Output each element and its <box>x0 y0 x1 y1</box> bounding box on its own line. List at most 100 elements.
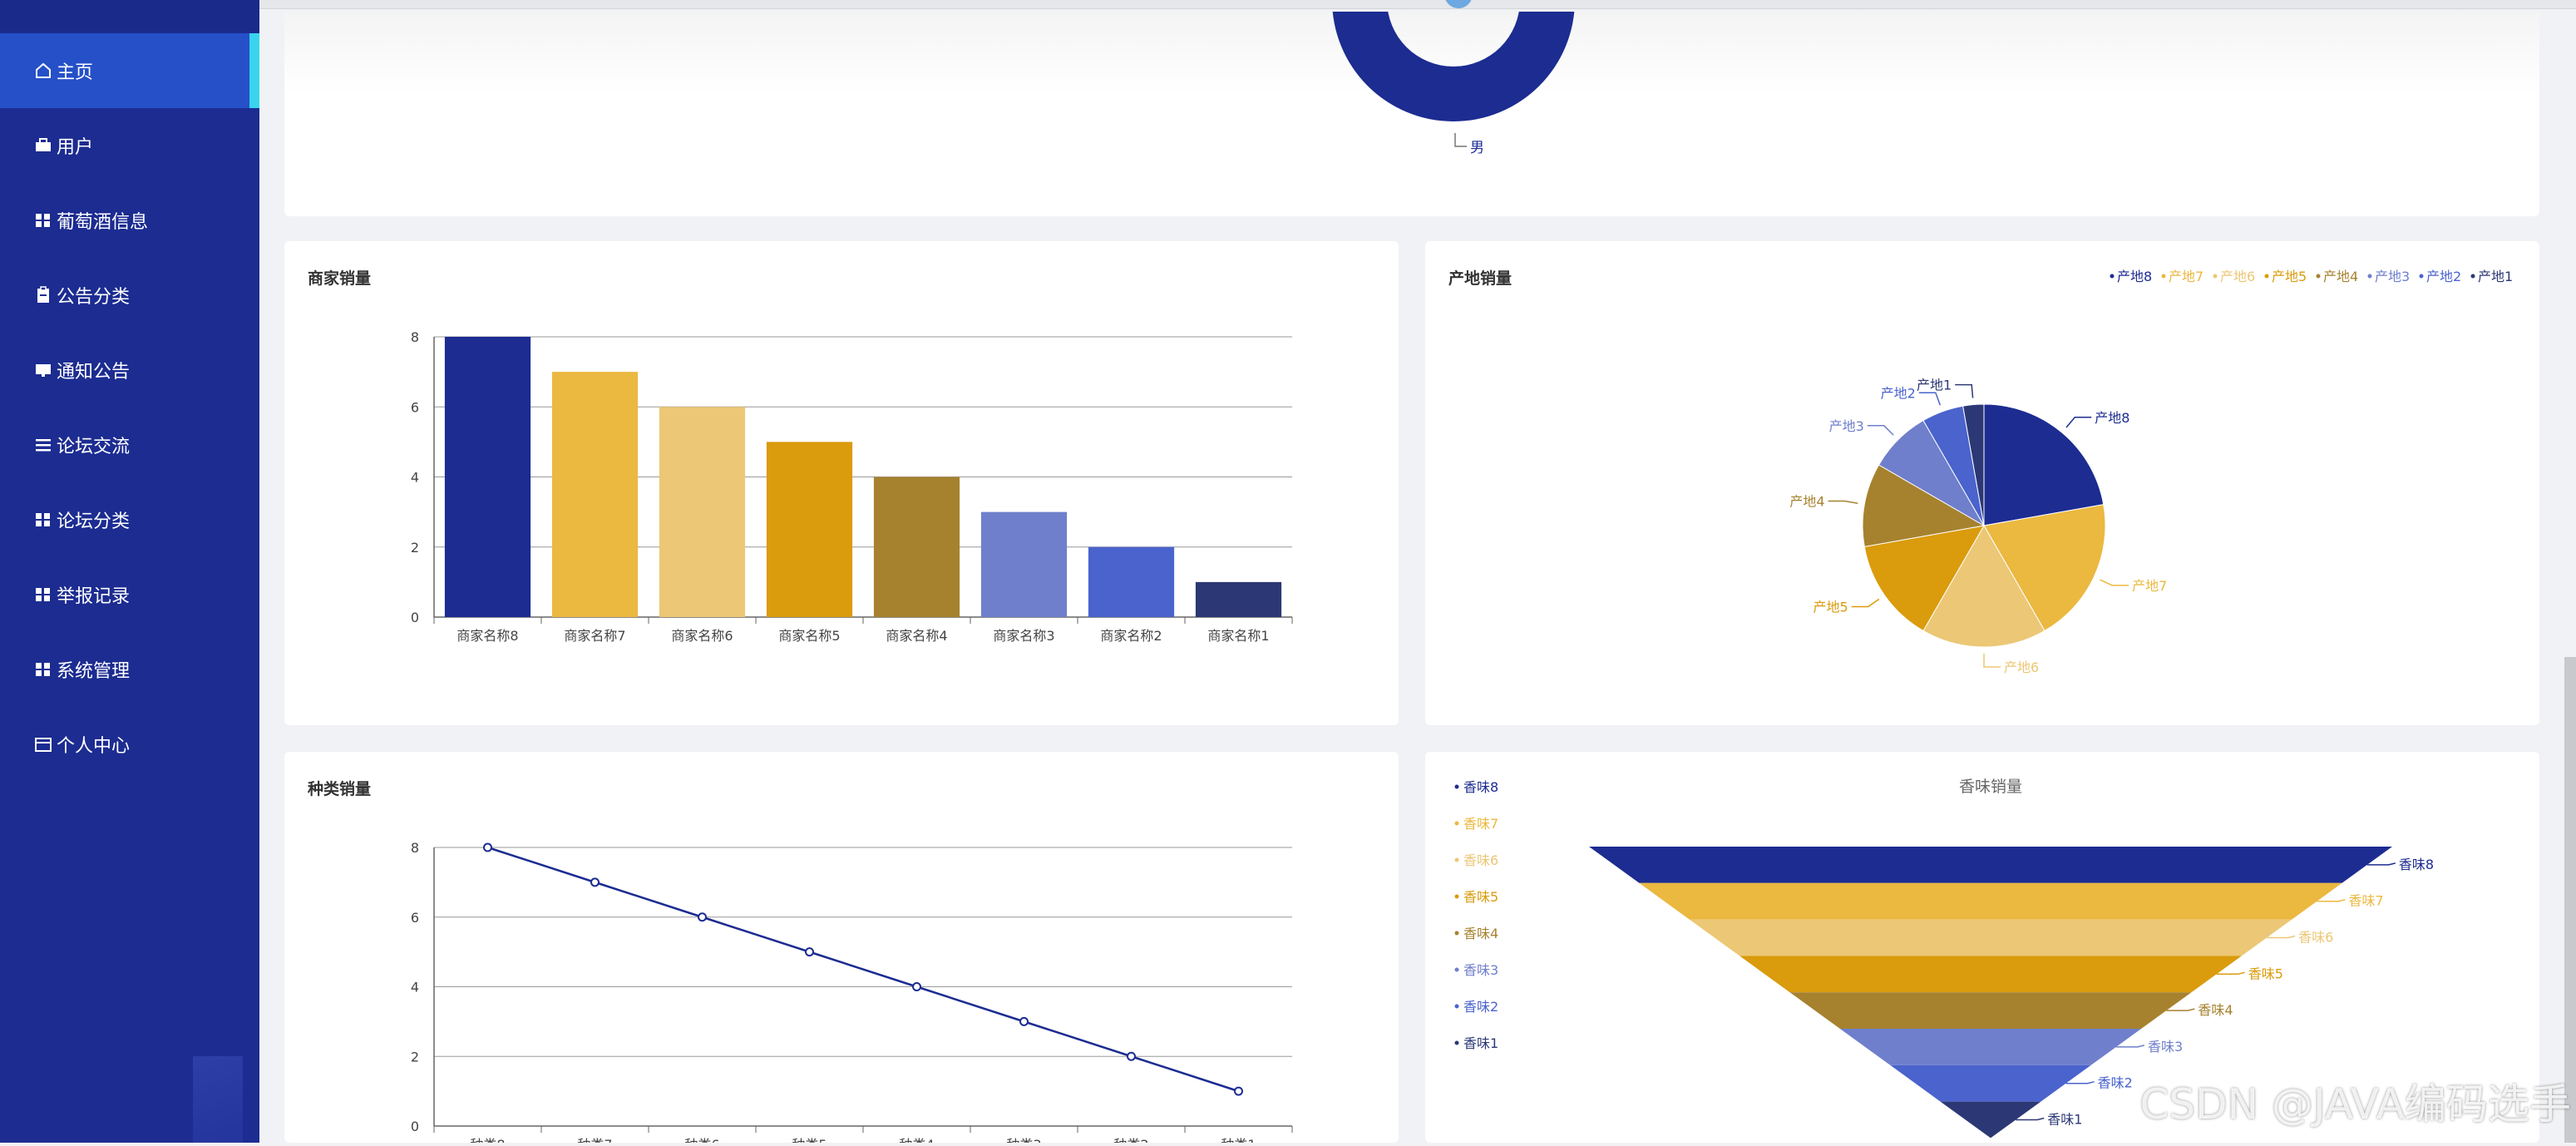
watermark: CSDN @JAVA编码选手 <box>2139 1080 2571 1129</box>
monitor-icon <box>33 360 53 380</box>
donut-slice-male <box>1332 0 1575 121</box>
sidebar-item-home[interactable]: 主页 <box>0 33 259 108</box>
legend-marker <box>2367 274 2372 279</box>
funnel-label: 香味1 <box>2047 1112 2082 1128</box>
sidebar-item-forum-category[interactable]: 论坛分类 <box>0 482 259 557</box>
sidebar: 主页 用户 葡萄酒信息 公告分类 通知公告 <box>0 0 259 1143</box>
bar-商家名称3 <box>980 511 1068 617</box>
sidebar-top <box>0 0 259 32</box>
pie-label: 产地8 <box>2095 410 2129 426</box>
funnel-label-leader <box>2267 935 2296 939</box>
x-tick-label: 种类6 <box>684 1137 719 1143</box>
legend-item: 香味5 <box>1463 889 1498 905</box>
pie-slice-产地6 <box>1922 524 2046 648</box>
point-种类3 <box>1019 1016 1029 1026</box>
grid-icon <box>33 585 53 605</box>
sidebar-item-reports[interactable]: 举报记录 <box>0 557 259 632</box>
funnel-layer-香味7 <box>1639 882 2342 920</box>
x-tick-label: 商家名称2 <box>1100 628 1162 644</box>
gender-chart-panel: 男 <box>284 0 2539 216</box>
scrollbar[interactable] <box>2564 657 2576 1143</box>
legend-marker <box>2419 274 2424 279</box>
bar-商家名称5 <box>766 442 853 617</box>
type-sales-panel: 种类销量 0 2 4 6 8 种类8 种类7 种类6 种类5 种类4 种类3 种类2 种类1 <box>284 752 1399 1146</box>
x-tick-label: 商家名称7 <box>564 628 625 644</box>
top-bar <box>259 0 2576 9</box>
legend-item: 产地2 <box>2426 269 2461 284</box>
funnel-layer-香味4 <box>1789 992 2192 1029</box>
y-tick-label: 6 <box>411 399 419 415</box>
sidebar-item-forum[interactable]: 论坛交流 <box>0 408 259 482</box>
main-content: 男 商家销量 0 2 4 6 8 商家名称8 商家名称7 商家名称6 商家名称5 商家名称4 商家名… <box>259 0 2576 1146</box>
pie-label-leader <box>1955 383 1974 398</box>
grid-icon <box>33 510 53 530</box>
bar-商家名称7 <box>551 372 639 617</box>
sidebar-item-label: 葡萄酒信息 <box>57 212 149 233</box>
pie-slice-产地5 <box>1863 525 1985 632</box>
x-tick-label: 商家名称4 <box>886 628 947 644</box>
legend-marker <box>2264 274 2269 279</box>
bar-商家名称1 <box>1195 581 1282 617</box>
legend-marker <box>1454 821 1459 826</box>
clipboard-icon <box>33 285 53 305</box>
sidebar-menu: 主页 用户 葡萄酒信息 公告分类 通知公告 <box>0 33 259 782</box>
legend-item: 香味6 <box>1463 852 1498 868</box>
list-icon <box>33 435 53 455</box>
point-种类4 <box>912 982 921 991</box>
pie-label-leader <box>1867 425 1894 436</box>
pie-label: 产地2 <box>1881 385 1916 401</box>
legend-marker <box>2110 274 2115 279</box>
sidebar-item-label: 通知公告 <box>57 362 131 383</box>
sidebar-item-label: 举报记录 <box>57 586 131 607</box>
avatar[interactable] <box>1444 0 1473 8</box>
pie-slice-产地1 <box>1962 403 1985 526</box>
funnel-label: 香味5 <box>2248 966 2283 981</box>
merchant-sales-panel: 商家销量 0 2 4 6 8 商家名称8 商家名称7 商家名称6 商家名称5 商家名称4 商家名称3… <box>284 241 1399 725</box>
legend-item: 产地5 <box>2272 269 2307 284</box>
x-tick-label: 商家名称5 <box>778 628 840 644</box>
donut-label-leader <box>1454 133 1467 147</box>
aroma-sales-chart: 香味销量香味8香味7香味6香味5香味4香味3香味2香味1香味8香味7香味6香味5… <box>1454 778 2434 1139</box>
legend-marker <box>1454 1004 1459 1009</box>
merchant-sales-title: 商家销量 <box>308 269 372 288</box>
legend-item: 香味8 <box>1463 779 1498 795</box>
funnel-label: 香味6 <box>2298 930 2333 946</box>
calendar-icon <box>33 734 53 754</box>
sidebar-item-wine-info[interactable]: 葡萄酒信息 <box>0 183 259 258</box>
legend-item: 香味3 <box>1463 962 1498 978</box>
funnel-label: 香味4 <box>2198 1002 2233 1018</box>
bar-商家名称6 <box>659 407 746 617</box>
sidebar-item-announcements[interactable]: 通知公告 <box>0 333 259 408</box>
legend-item: 香味4 <box>1463 926 1498 941</box>
sidebar-item-system[interactable]: 系统管理 <box>0 632 259 707</box>
y-tick-label: 2 <box>411 540 419 556</box>
origin-sales-panel: 产地销量 产地8 产地7 产地6 产地5 产地4 产地3 产地2 产地1 产地1 产地2 产地3 产地… <box>1425 241 2539 725</box>
sidebar-item-users[interactable]: 用户 <box>0 108 259 183</box>
legend-item: 产地4 <box>2323 269 2358 284</box>
funnel-label-leader <box>2317 898 2346 902</box>
legend-item: 香味7 <box>1463 816 1498 832</box>
sidebar-item-profile[interactable]: 个人中心 <box>0 707 259 782</box>
funnel-layer-香味6 <box>1689 919 2292 956</box>
merchant-sales-chart: 0 2 4 6 8 商家名称8 商家名称7 商家名称6 商家名称5 商家名称4 商家名称3 商家名称2… <box>411 329 1293 644</box>
legend-item: 香味2 <box>1463 999 1498 1015</box>
legend-marker <box>2470 274 2475 279</box>
type-sales-chart: 0 2 4 6 8 种类8 种类7 种类6 种类5 种类4 种类3 种类2 种类1 <box>411 840 1293 1146</box>
funnel-label-leader <box>2366 862 2396 866</box>
sidebar-item-label: 系统管理 <box>57 661 131 682</box>
legend-marker <box>1454 931 1459 936</box>
donut-label-male: 男 <box>1470 140 1484 156</box>
legend-item: 产地8 <box>2117 269 2152 284</box>
y-tick-label: 0 <box>411 610 419 625</box>
x-tick-label: 种类2 <box>1113 1137 1148 1143</box>
pie-slice-产地4 <box>1862 464 1986 547</box>
funnel-label: 香味8 <box>2399 857 2434 872</box>
funnel-label-leader <box>2216 971 2245 976</box>
funnel-label-leader <box>2166 1008 2195 1011</box>
sidebar-item-notice-category[interactable]: 公告分类 <box>0 258 259 333</box>
funnel-layer-香味5 <box>1740 956 2242 993</box>
legend-item: 产地6 <box>2220 269 2255 284</box>
point-种类7 <box>590 877 600 887</box>
legend-item: 产地1 <box>2478 269 2513 284</box>
sidebar-item-label: 个人中心 <box>57 736 131 757</box>
